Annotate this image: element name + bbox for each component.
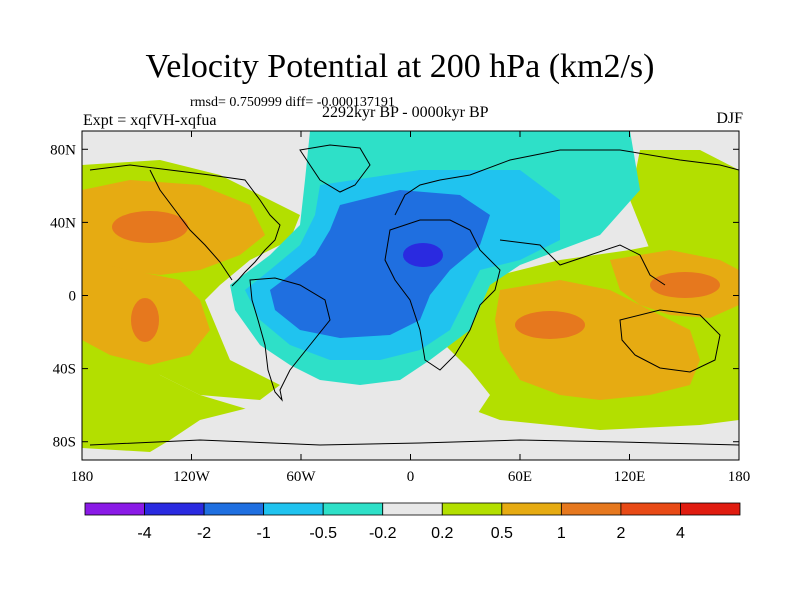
band-negative-4: [403, 243, 443, 267]
colorbar-label: 4: [676, 525, 685, 542]
coast-africa: [384, 219, 501, 371]
period-label: 2292kyr BP - 0000kyr BP: [322, 104, 489, 121]
x-tick-label: 180: [71, 469, 94, 485]
colorbar-swatch: [263, 502, 324, 516]
coast-greenland: [299, 144, 371, 193]
coast-europe-asia: [394, 149, 739, 216]
y-tick-label: 80S: [53, 435, 76, 451]
colorbar-swatch: [84, 502, 145, 516]
x-tick-label: 60W: [286, 469, 316, 485]
colorbar-label: 0.2: [431, 525, 453, 542]
band-positive-2-indian: [515, 311, 585, 339]
coast-australia: [619, 309, 721, 373]
band-positive-2-spac: [131, 298, 159, 342]
x-tick-label: 0: [407, 469, 415, 485]
page-title: Velocity Potential at 200 hPa (km2/s): [145, 48, 655, 85]
colorbar-swatch: [501, 502, 562, 516]
coast-north-america: [89, 164, 281, 287]
band-positive-2-npac: [112, 211, 188, 243]
colorbar-label: -2: [197, 525, 211, 542]
colorbar-swatch: [144, 502, 205, 516]
coastlines: [89, 144, 739, 446]
x-tick-label: 120E: [614, 469, 646, 485]
colorbar-label: -0.2: [369, 525, 397, 542]
colorbar-swatch: [680, 502, 741, 516]
band-positive-2-westpac: [650, 272, 720, 298]
coast-asia-south: [499, 239, 666, 286]
map-axes: 180 120W 60W 0 60E 120E 180 80N 40N 0 40S 80S: [50, 131, 750, 485]
colorbar-label: -4: [137, 525, 151, 542]
colorbar-swatch: [441, 502, 503, 516]
y-tick-label: 80N: [50, 142, 76, 158]
x-tick-label: 180: [728, 469, 751, 485]
colorbar-swatch: [322, 502, 384, 516]
coast-south-america: [249, 277, 331, 402]
band-positive-1-indian: [495, 280, 700, 400]
colorbar: -4 -2 -1 -0.5 -0.2 0.2 0.5 1 2 4: [84, 502, 741, 542]
coast-north-america-west: [149, 169, 233, 281]
colorbar-swatch: [382, 502, 443, 516]
coast-antarctica: [89, 439, 739, 446]
colorbar-label: -1: [257, 525, 271, 542]
band-positive-east: [630, 150, 739, 280]
y-tick-label: 40N: [50, 215, 76, 231]
colorbar-label: -0.5: [309, 525, 337, 542]
x-tick-label: 120W: [173, 469, 211, 485]
x-tick-label: 60E: [508, 469, 532, 485]
contour-fill-layer: [82, 131, 739, 460]
colorbar-swatch: [203, 502, 265, 516]
y-tick-label: 40S: [53, 362, 76, 378]
season-label: DJF: [716, 110, 743, 127]
colorbar-swatch: [620, 502, 681, 516]
colorbar-label: 2: [616, 525, 625, 542]
y-tick-label: 0: [69, 289, 77, 305]
colorbar-label: 0.5: [491, 525, 513, 542]
colorbar-swatch: [560, 502, 622, 516]
experiment-label: Expt = xqfVH-xqfua: [83, 112, 217, 129]
stats-text: rmsd= 0.750999 diff= -0.000137191: [190, 95, 395, 110]
colorbar-label: 1: [557, 525, 566, 542]
band-near-zero-south: [82, 405, 739, 460]
